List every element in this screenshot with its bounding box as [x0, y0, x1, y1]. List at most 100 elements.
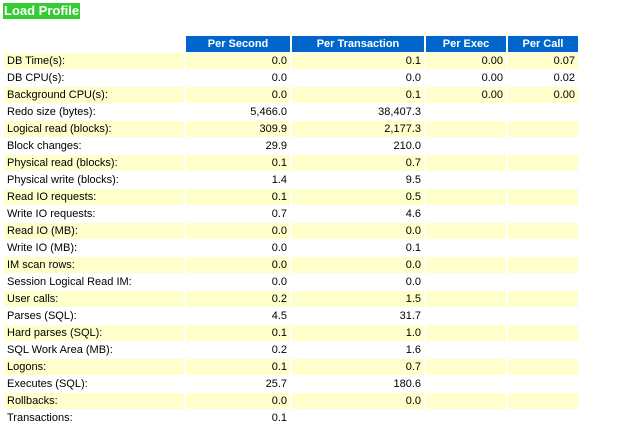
- per-transaction-value: [292, 410, 424, 426]
- per-second-value: 0.1: [186, 155, 290, 171]
- per-call-value: [508, 359, 578, 375]
- per-second-value: 0.1: [186, 325, 290, 341]
- per-call-value: [508, 172, 578, 188]
- row-label: Redo size (bytes):: [7, 106, 96, 118]
- per-transaction-value: 210.0: [393, 140, 421, 152]
- per-transaction-value: 0.0: [405, 72, 421, 84]
- per-second-value: 0.0: [186, 87, 290, 103]
- row-label: Read IO (MB):: [4, 223, 184, 239]
- row-label: Session Logical Read IM:: [7, 276, 132, 288]
- per-transaction-value: 9.5: [405, 174, 421, 186]
- per-transaction-value: 2,177.3: [292, 121, 424, 137]
- table-row: Read IO requests: 0.1 0.5: [4, 189, 578, 205]
- per-call-value: [508, 308, 578, 324]
- per-exec-value: [426, 359, 506, 375]
- table-row: IM scan rows: 0.0 0.0: [4, 257, 578, 273]
- table-row: SQL Work Area (MB): 0.2 1.6: [4, 342, 578, 358]
- per-exec-value: [426, 104, 506, 120]
- per-transaction-value: 0.0: [405, 276, 421, 288]
- per-exec-value: [426, 410, 506, 426]
- per-call-value: [508, 138, 578, 154]
- per-exec-value: [426, 172, 506, 188]
- per-transaction-value: 38,407.3: [378, 106, 421, 118]
- row-label: Hard parses (SQL):: [4, 325, 184, 341]
- per-exec-value: [426, 325, 506, 341]
- table-row: Physical read (blocks): 0.1 0.7: [4, 155, 578, 171]
- per-second-value: 29.9: [265, 140, 287, 152]
- per-second-value: 0.0: [186, 223, 290, 239]
- per-exec-value: [426, 189, 506, 205]
- table-row: Rollbacks: 0.0 0.0: [4, 393, 578, 409]
- per-call-value: [508, 240, 578, 256]
- row-label: IM scan rows:: [4, 257, 184, 273]
- per-transaction-value: 180.6: [393, 378, 421, 390]
- per-call-value: 0.07: [508, 53, 578, 69]
- per-exec-value: [426, 138, 506, 154]
- per-second-value: 0.1: [186, 359, 290, 375]
- per-exec-value: [426, 240, 506, 256]
- per-transaction-value: 0.1: [292, 53, 424, 69]
- per-exec-value: [426, 155, 506, 171]
- per-exec-value: [426, 206, 506, 222]
- per-exec-value: [426, 121, 506, 137]
- row-label: Rollbacks:: [4, 393, 184, 409]
- per-call-value: [508, 189, 578, 205]
- per-exec-value: [426, 274, 506, 290]
- row-label: DB Time(s):: [4, 53, 184, 69]
- table-row: User calls: 0.2 1.5: [4, 291, 578, 307]
- table-row: Logical read (blocks): 309.9 2,177.3: [4, 121, 578, 137]
- load-profile-table: Per Second Per Transaction Per Exec Per …: [2, 35, 580, 427]
- row-label: User calls:: [4, 291, 184, 307]
- per-second-value: 0.0: [271, 276, 287, 288]
- row-label: Background CPU(s):: [4, 87, 184, 103]
- table-row: Executes (SQL): 25.7 180.6: [4, 376, 578, 392]
- per-second-value: 5,466.0: [250, 106, 287, 118]
- per-second-value: 0.0: [271, 242, 287, 254]
- header-per-exec: Per Exec: [426, 36, 506, 52]
- per-transaction-value: 1.5: [292, 291, 424, 307]
- per-second-value: 0.1: [186, 189, 290, 205]
- per-transaction-value: 1.6: [405, 344, 421, 356]
- per-exec-value: 0.00: [481, 72, 503, 84]
- per-transaction-value: 31.7: [399, 310, 421, 322]
- page-title: Load Profile: [3, 3, 81, 19]
- row-label: Executes (SQL):: [7, 378, 88, 390]
- per-call-value: [508, 104, 578, 120]
- per-second-value: 4.5: [271, 310, 287, 322]
- table-row: Block changes: 29.9 210.0: [4, 138, 578, 154]
- table-row: DB Time(s): 0.0 0.1 0.00 0.07: [4, 53, 578, 69]
- per-exec-value: [426, 308, 506, 324]
- table-row: Physical write (blocks): 1.4 9.5: [4, 172, 578, 188]
- header-per-call: Per Call: [508, 36, 578, 52]
- per-call-value: [508, 393, 578, 409]
- table-row: Session Logical Read IM: 0.0 0.0: [4, 274, 578, 290]
- row-label: Read IO requests:: [4, 189, 184, 205]
- per-exec-value: [426, 257, 506, 273]
- per-exec-value: 0.00: [426, 87, 506, 103]
- table-row: DB CPU(s): 0.0 0.0 0.00 0.02: [4, 70, 578, 86]
- per-second-value: 0.0: [186, 257, 290, 273]
- table-header-row: Per Second Per Transaction Per Exec Per …: [4, 36, 578, 52]
- per-transaction-value: 0.0: [292, 393, 424, 409]
- per-transaction-value: 1.0: [292, 325, 424, 341]
- table-row: Redo size (bytes): 5,466.0 38,407.3: [4, 104, 578, 120]
- per-exec-value: 0.00: [426, 53, 506, 69]
- per-second-value: 1.4: [271, 174, 287, 186]
- table-row: Hard parses (SQL): 0.1 1.0: [4, 325, 578, 341]
- per-second-value: 0.1: [271, 412, 287, 424]
- per-transaction-value: 0.1: [292, 87, 424, 103]
- row-label: Write IO (MB):: [7, 242, 78, 254]
- per-transaction-value: 0.0: [292, 223, 424, 239]
- row-label: Block changes:: [7, 140, 82, 152]
- table-body: DB Time(s): 0.0 0.1 0.00 0.07 DB CPU(s): 0.0 0.…: [4, 53, 578, 426]
- table-row: Write IO requests: 0.7 4.6: [4, 206, 578, 222]
- per-call-value: [508, 410, 578, 426]
- row-label: Physical write (blocks):: [7, 174, 119, 186]
- per-second-value: 0.0: [186, 53, 290, 69]
- row-label: DB CPU(s):: [7, 72, 65, 84]
- per-second-value: 0.0: [271, 72, 287, 84]
- per-call-value: [508, 206, 578, 222]
- per-call-value: 0.02: [553, 72, 575, 84]
- row-label: Parses (SQL):: [7, 310, 77, 322]
- per-call-value: [508, 342, 578, 358]
